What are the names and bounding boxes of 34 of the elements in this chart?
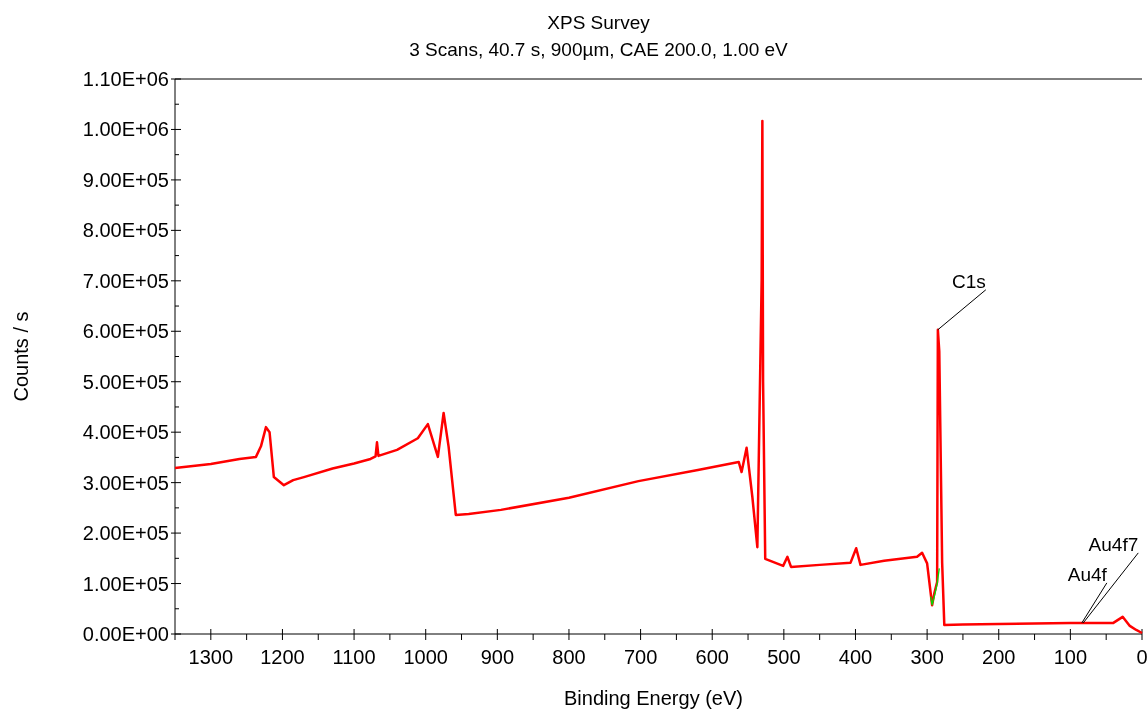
- x-tick-label: 1000: [403, 646, 448, 668]
- x-tick-label: 1200: [260, 646, 305, 668]
- x-tick-label: 600: [695, 646, 729, 668]
- annotation: C1s: [952, 270, 986, 292]
- x-tick-label: 200: [982, 646, 1016, 668]
- annotation: Au4f: [1067, 563, 1108, 585]
- y-tick-label: 5.00E+05: [82, 370, 169, 393]
- x-axis-title: Binding Energy (eV): [564, 687, 743, 709]
- x-tick-label: 400: [838, 646, 873, 668]
- y-tick-label: 7.00E+05: [82, 269, 169, 292]
- line-series: [930, 567, 940, 606]
- y-tick-label: 6.00E+05: [82, 320, 169, 343]
- x-tick-label: 100: [1053, 646, 1088, 668]
- y-tick-label: 3.00E+05: [82, 471, 169, 494]
- y-tick-label: 9.00E+05: [82, 168, 169, 191]
- x-tick-label: 900: [480, 646, 515, 668]
- y-tick-label: 4.00E+05: [82, 421, 169, 444]
- annotation: Au4f7: [1088, 533, 1139, 555]
- x-tick-label: 0: [1136, 646, 1147, 668]
- x-tick-label: 500: [767, 646, 801, 668]
- x-tick-label: 300: [910, 646, 944, 668]
- y-tick-label: 1.00E+05: [82, 572, 169, 595]
- y-tick-label: 1.10E+06: [82, 68, 169, 90]
- x-tick-label: 800: [552, 646, 586, 668]
- x-tick-label: 700: [623, 646, 658, 668]
- x-tick-label: 1100: [332, 646, 376, 668]
- chart-subtitle: 3 Scans, 40.7 s, 900µm, CAE 200.0, 1.00 eV: [409, 39, 789, 60]
- y-tick-label: 8.00E+05: [82, 219, 169, 242]
- y-tick-label: 1.00E+06: [82, 118, 169, 141]
- y-tick-label: 2.00E+05: [82, 522, 169, 545]
- x-tick-label: 1300: [188, 646, 234, 668]
- y-axis-title: Counts / s: [10, 311, 32, 402]
- chart-title: XPS Survey: [547, 12, 651, 33]
- y-tick-label: 0.00E+00: [82, 623, 169, 645]
